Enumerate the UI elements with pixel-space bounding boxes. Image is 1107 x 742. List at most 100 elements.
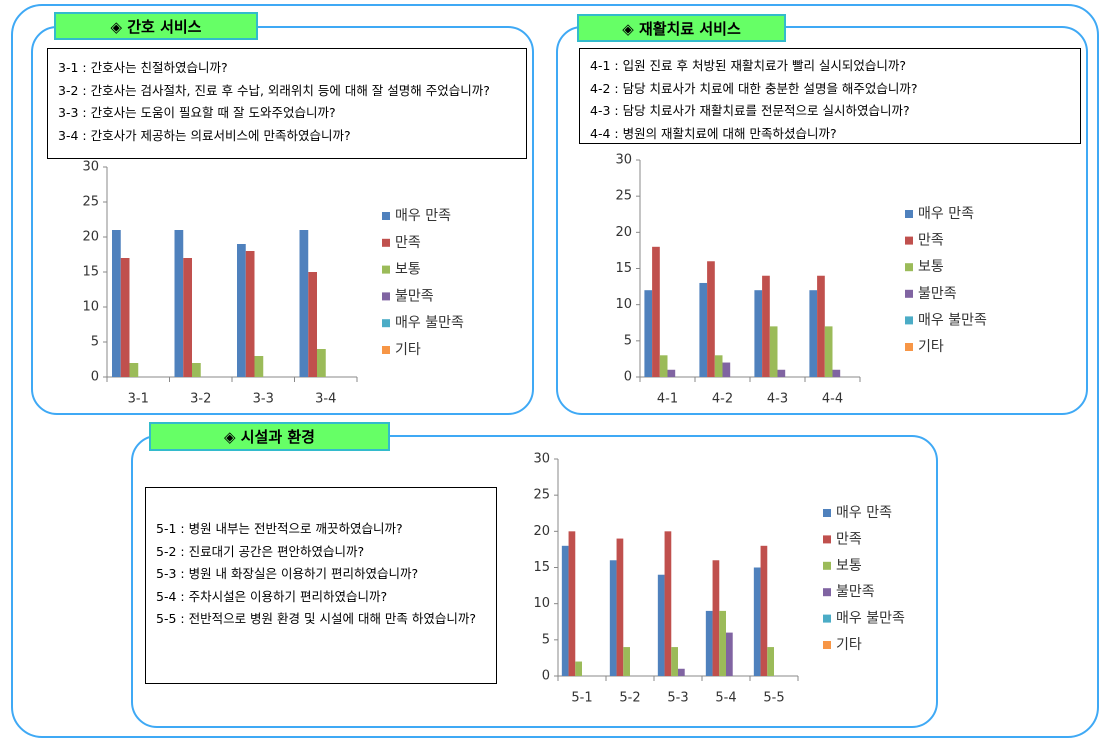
bar — [678, 668, 685, 676]
bar — [120, 258, 130, 377]
x-tick-label: 5-4 — [715, 691, 736, 706]
panel-frame — [31, 26, 534, 415]
question-box: 4-1 : 입원 진료 후 처방된 재활치료가 빨리 실시되었습니까? 4-2 :… — [579, 48, 1081, 144]
legend-label: 만족 — [918, 233, 944, 249]
bar — [183, 258, 192, 377]
legend-label: 기타 — [395, 342, 421, 358]
x-tick-label: 5-2 — [619, 691, 640, 706]
legend-label: 매우 불만족 — [395, 315, 464, 331]
legend-swatch — [823, 588, 831, 597]
bar — [777, 369, 786, 377]
question: 5-4 : 주차시설은 이용하기 편리하였습니까? — [156, 588, 388, 604]
panel-frame — [556, 26, 1088, 415]
bar — [575, 661, 582, 676]
bar — [644, 290, 653, 377]
bar — [299, 230, 309, 377]
question: 5-5 : 전반적으로 병원 환경 및 시설에 대해 만족 하였습니까? — [156, 611, 477, 626]
legend-label: 매우 만족 — [395, 208, 451, 224]
question-box: 5-1 : 병원 내부는 전반적으로 깨끗하였습니까? 5-2 : 진료대기 공간… — [145, 487, 497, 684]
y-tick-label: 25 — [533, 488, 550, 503]
bar — [762, 275, 770, 377]
question: 5-2 : 진료대기 공간은 편안하였습니까? — [156, 543, 365, 559]
legend-swatch — [823, 561, 831, 570]
bar — [112, 230, 121, 377]
bar — [664, 531, 672, 676]
bar — [609, 560, 617, 676]
bar — [760, 545, 768, 676]
x-tick-label: 4-4 — [822, 392, 843, 407]
y-tick-label: 30 — [82, 160, 99, 175]
legend-swatch — [905, 210, 913, 218]
bar — [767, 647, 774, 676]
bar — [308, 272, 317, 377]
y-tick-label: 30 — [533, 452, 550, 467]
y-tick-label: 5 — [91, 335, 99, 350]
bar — [245, 251, 255, 377]
bar — [237, 244, 246, 377]
x-tick-label: 3-4 — [315, 392, 336, 407]
x-tick-label: 3-3 — [253, 392, 274, 407]
legend-label: 매우 만족 — [918, 206, 974, 222]
y-tick-label: 10 — [82, 300, 99, 315]
y-tick-label: 30 — [615, 153, 632, 168]
bar — [753, 567, 761, 676]
y-tick-label: 15 — [533, 560, 550, 575]
bar — [317, 349, 326, 377]
y-tick-label: 25 — [82, 195, 99, 210]
x-tick-label: 4-1 — [657, 392, 678, 407]
legend-swatch — [905, 316, 913, 325]
x-tick-label: 3-2 — [190, 392, 211, 407]
legend-label: 보통 — [836, 558, 862, 574]
bar — [707, 261, 715, 377]
legend-swatch — [823, 641, 831, 649]
bar — [254, 356, 264, 377]
question: 4-3 : 담당 치료사가 재활치료를 전문적으로 실시하였습니까? — [590, 103, 910, 118]
question: 3-2 : 간호사는 검사절차, 진료 후 수납, 외래위치 등에 대해 잘 설… — [58, 82, 490, 98]
bar — [832, 369, 841, 377]
y-tick-label: 15 — [82, 265, 99, 280]
question: 4-2 : 담당 치료사가 치료에 대한 충분한 설명을 해주었습니까? — [590, 80, 918, 96]
bar — [754, 290, 763, 377]
legend-label: 매우 불만족 — [836, 611, 905, 627]
y-tick-label: 5 — [624, 333, 632, 348]
outer-frame — [11, 4, 1099, 738]
bar — [722, 362, 731, 377]
question-box: 3-1 : 간호사는 친절하였습니까? 3-2 : 간호사는 검사절차, 진료 후… — [47, 48, 527, 159]
y-tick-label: 20 — [615, 225, 632, 240]
bar — [657, 574, 665, 676]
bar — [192, 363, 201, 377]
legend-label: 불만족 — [918, 286, 957, 302]
x-tick-label: 4-2 — [712, 392, 733, 407]
panel-frame — [131, 435, 938, 728]
y-tick-label: 0 — [624, 370, 632, 385]
bar — [824, 326, 833, 377]
bar — [568, 531, 576, 676]
legend-label: 불만족 — [836, 584, 875, 600]
legend-label: 보통 — [395, 262, 421, 278]
legend-swatch — [382, 346, 390, 354]
bar — [652, 246, 660, 377]
legend-swatch — [382, 238, 390, 247]
question: 5-3 : 병원 내 화장실은 이용하기 편리하였습니까? — [156, 566, 419, 581]
bar — [769, 326, 778, 377]
y-tick-label: 0 — [542, 669, 550, 684]
y-tick-label: 0 — [91, 370, 99, 385]
question: 3-3 : 간호사는 도움이 필요할 때 잘 도와주었습니까? — [58, 105, 336, 120]
y-tick-label: 25 — [615, 189, 632, 204]
section-title: ◈ 재활치료 서비스 — [577, 14, 786, 42]
bar — [719, 610, 726, 676]
bar — [659, 355, 668, 377]
x-tick-label: 5-1 — [571, 691, 592, 706]
bar — [714, 355, 723, 377]
question: 3-4 : 간호사가 제공하는 의료서비스에 만족하였습니까? — [58, 127, 351, 143]
y-tick-label: 15 — [615, 261, 632, 276]
y-tick-label: 10 — [615, 297, 632, 312]
legend-swatch — [382, 292, 390, 301]
question: 5-1 : 병원 내부는 전반적으로 깨끗하였습니까? — [156, 521, 403, 536]
legend-swatch — [823, 535, 831, 544]
bar — [809, 290, 818, 377]
legend-label: 기타 — [836, 637, 862, 653]
legend-label: 매우 불만족 — [918, 312, 987, 328]
legend-swatch — [905, 289, 913, 298]
